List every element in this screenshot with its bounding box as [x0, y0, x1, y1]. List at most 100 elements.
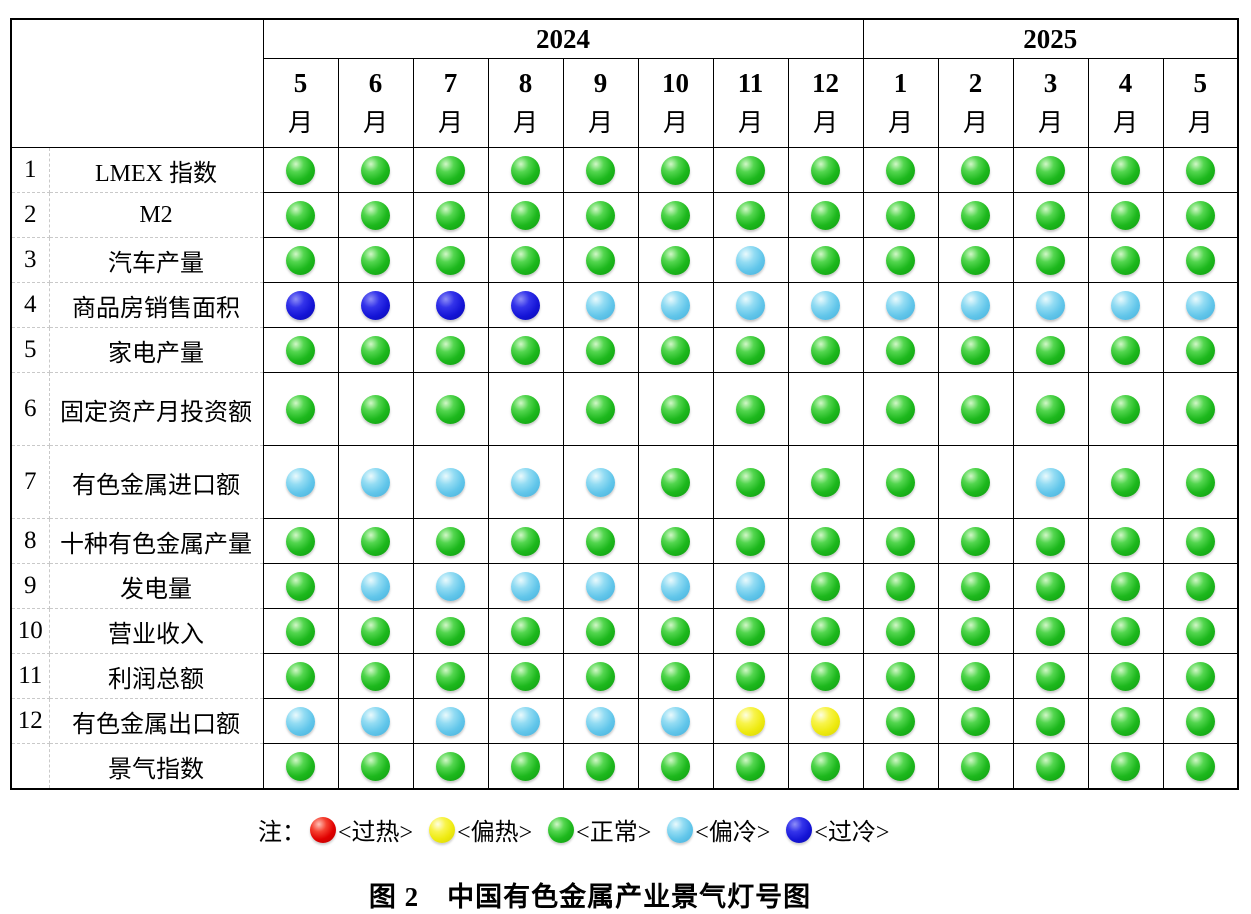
light-cell: [937, 237, 1014, 283]
light-cell: [712, 237, 789, 283]
light-cell: [862, 327, 939, 373]
light-cell: [787, 608, 864, 654]
month-unit: 月: [887, 110, 913, 137]
light-cell: [487, 282, 564, 328]
light-cell: [412, 237, 489, 283]
light-cell: [787, 563, 864, 609]
light-green-icon: [811, 616, 840, 646]
light-green-icon: [961, 706, 990, 736]
light-green-icon: [1036, 245, 1065, 275]
light-green-icon: [586, 155, 615, 185]
light-cell: [1162, 445, 1239, 519]
row-number: 2: [10, 192, 50, 238]
light-green-icon: [1185, 706, 1215, 736]
light-green-icon: [1111, 571, 1140, 601]
light-cell: [712, 608, 789, 654]
light-cell: [637, 237, 714, 283]
light-cell: [1087, 192, 1164, 238]
light-lightblue-icon: [586, 706, 615, 736]
light-green-icon: [361, 335, 390, 365]
light-cell: [337, 445, 414, 519]
light-green-icon: [1185, 616, 1215, 646]
month-number: 9: [593, 68, 608, 98]
month-unit: 月: [287, 110, 313, 137]
light-lightblue-icon: [661, 290, 690, 320]
light-cell: [1012, 237, 1089, 283]
month-unit: 月: [812, 110, 838, 137]
light-cell: [412, 653, 489, 699]
light-green-icon: [886, 467, 915, 497]
row-number: [10, 743, 50, 790]
light-green-icon: [436, 616, 465, 646]
light-green-icon: [661, 751, 690, 781]
light-green-icon: [511, 155, 540, 185]
light-cell: [862, 743, 939, 790]
table-row: 5 家电产量: [10, 327, 1239, 373]
light-green-icon: [1036, 155, 1065, 185]
light-cell: [1162, 147, 1239, 193]
light-green-icon: [886, 155, 915, 185]
light-green-icon: [1036, 706, 1065, 736]
light-green-icon: [1185, 245, 1215, 275]
light-lightblue-icon: [736, 290, 765, 320]
light-green-icon: [811, 335, 840, 365]
light-cell: [787, 743, 864, 790]
light-lightblue-icon: [361, 571, 390, 601]
row-number: 7: [10, 445, 50, 519]
table-row: 10 营业收入: [10, 608, 1239, 654]
month-number: 11: [737, 68, 764, 98]
light-lightblue-icon: [436, 571, 465, 601]
light-cell: [637, 518, 714, 564]
light-cell: [262, 147, 339, 193]
light-cell: [787, 192, 864, 238]
light-cell: [337, 563, 414, 609]
light-cell: [1162, 518, 1239, 564]
light-green-icon: [511, 245, 540, 275]
row-number: 1: [10, 147, 50, 193]
month-number: 4: [1118, 68, 1133, 98]
light-yellow-icon: [811, 706, 840, 736]
light-lightblue-icon: [586, 467, 615, 497]
light-green-icon: [661, 467, 690, 497]
light-cell: [637, 192, 714, 238]
light-green-icon: [961, 335, 990, 365]
light-green-icon: [961, 394, 990, 424]
light-cell: [262, 327, 339, 373]
light-lightblue-icon: [436, 467, 465, 497]
light-cell: [1087, 653, 1164, 699]
light-cell: [562, 518, 639, 564]
light-green-icon: [736, 616, 765, 646]
table-row: 1 LMEX 指数: [10, 147, 1239, 193]
row-number: 9: [10, 563, 50, 609]
light-green-icon: [1036, 571, 1065, 601]
light-green-icon: [586, 200, 615, 230]
table-row: 11 利润总额: [10, 653, 1239, 699]
light-cell: [637, 147, 714, 193]
light-lightblue-icon: [511, 706, 540, 736]
light-cell: [637, 327, 714, 373]
light-green-icon: [1111, 751, 1140, 781]
light-cell: [1162, 237, 1239, 283]
light-darkblue-icon: [511, 290, 540, 320]
light-green-icon: [511, 751, 540, 781]
legend-label: <偏冷>: [695, 820, 771, 846]
legend-item: <偏热>: [419, 812, 532, 847]
light-green-icon: [286, 335, 315, 365]
light-cell: [637, 608, 714, 654]
light-green-icon: [961, 526, 990, 556]
light-cell: [1162, 282, 1239, 328]
table-row: 8 十种有色金属产量: [10, 518, 1239, 564]
light-green-icon: [1185, 571, 1215, 601]
light-cell: [1162, 327, 1239, 373]
light-cell: [487, 445, 564, 519]
light-lightblue-icon: [511, 571, 540, 601]
light-cell: [1162, 192, 1239, 238]
light-green-icon: [436, 245, 465, 275]
light-cell: [937, 563, 1014, 609]
light-green-icon: [1185, 751, 1215, 781]
light-green-icon: [1036, 751, 1065, 781]
light-green-icon: [886, 394, 915, 424]
